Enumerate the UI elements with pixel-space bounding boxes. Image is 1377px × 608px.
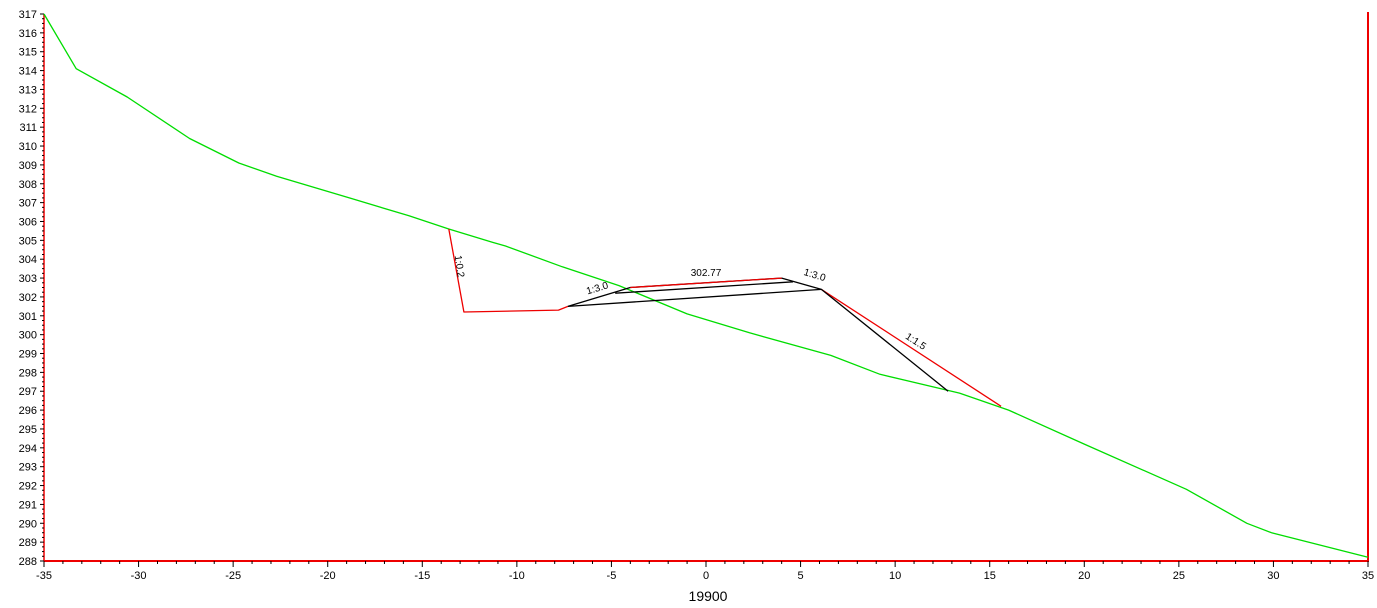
x-tick-label: 25 <box>1173 570 1185 582</box>
y-tick-label: 305 <box>19 235 37 247</box>
y-tick-label: 303 <box>19 273 37 285</box>
x-tick-label: 30 <box>1267 570 1279 582</box>
series-ground-line <box>43 13 1369 558</box>
series-right-fill-line <box>821 288 1002 407</box>
y-tick-label: 308 <box>19 179 37 191</box>
y-tick-label: 315 <box>19 47 37 59</box>
y-tick-label: 306 <box>19 216 37 228</box>
y-tick-label: 317 <box>19 9 37 21</box>
x-tick-label: -20 <box>320 570 336 582</box>
y-tick-label: 316 <box>19 28 37 40</box>
x-tick-label: -15 <box>414 570 430 582</box>
x-tick-label: -30 <box>131 570 147 582</box>
slope-annotation: 1:3.0 <box>802 267 827 284</box>
x-tick-label: -25 <box>225 570 241 582</box>
slope-annotation: 302.77 <box>691 268 722 279</box>
axes: -35 -30 -25 -20 -15 -10 -5 0 5 10 15 20 25 30 35 288 289… <box>19 9 1374 582</box>
y-tick-label: 307 <box>19 198 37 210</box>
series-left-cut-line <box>448 228 569 313</box>
y-tick-label: 309 <box>19 160 37 172</box>
x-tick-label: 20 <box>1078 570 1090 582</box>
y-tick-label: 292 <box>19 481 37 493</box>
slope-annotation: 1:0.2 <box>452 255 466 279</box>
y-tick-label: 311 <box>19 122 37 134</box>
x-axis-label: 19900 <box>689 588 728 604</box>
series-road-top-red-line <box>630 277 782 289</box>
y-tick-label: 291 <box>19 499 37 511</box>
x-tick-label: 5 <box>798 570 804 582</box>
y-tick-label: 298 <box>19 367 37 379</box>
x-tick-label: 10 <box>889 570 901 582</box>
x-tick-label: -5 <box>607 570 617 582</box>
y-tick-label: 290 <box>19 518 37 530</box>
slope-annotation: 1:1.5 <box>903 331 928 353</box>
y-tick-label: 296 <box>19 405 37 417</box>
series-group <box>43 13 1369 558</box>
y-tick-label: 295 <box>19 424 37 436</box>
x-tick-label: 15 <box>984 570 996 582</box>
y-tick-label: 302 <box>19 292 37 304</box>
y-tick-label: 297 <box>19 386 37 398</box>
y-tick-label: 289 <box>19 537 37 549</box>
x-tick-label: -35 <box>36 570 52 582</box>
y-tick-label: 294 <box>19 443 37 455</box>
x-tick-label: -10 <box>509 570 525 582</box>
y-tick-label: 300 <box>19 330 37 342</box>
y-tick-label: 313 <box>19 84 37 96</box>
y-tick-label: 301 <box>19 311 37 323</box>
y-tick-label: 288 <box>19 556 37 568</box>
y-tick-label: 299 <box>19 349 37 361</box>
series-road-subgrade-line <box>567 288 822 308</box>
x-tick-label: 0 <box>703 570 709 582</box>
y-tick-label: 293 <box>19 462 37 474</box>
y-tick-label: 310 <box>19 141 37 153</box>
y-tick-label: 314 <box>19 66 37 78</box>
y-tick-label: 304 <box>19 254 37 266</box>
series-road-inner-line <box>615 281 794 294</box>
y-tick-label: 312 <box>19 103 37 115</box>
x-tick-label: 35 <box>1362 570 1374 582</box>
